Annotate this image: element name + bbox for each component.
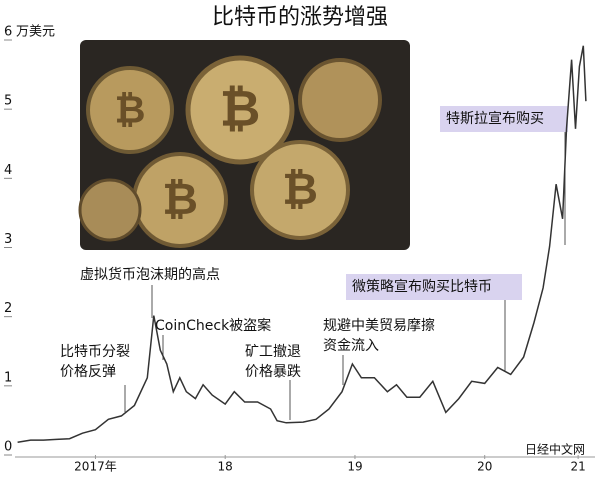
chart-title: 比特币的涨势增强 [212, 5, 388, 30]
y-tick-label: 0 [4, 440, 12, 455]
annotation: 微策略宣布购买比特币 [352, 278, 492, 295]
annotation: 价格暴跌 [245, 364, 301, 380]
annotation: 虚拟货币泡沫期的高点 [80, 266, 220, 283]
y-unit: 万美元 [16, 25, 55, 40]
x-tick-label: 19 [347, 460, 362, 474]
annotation: 资金流入 [323, 338, 379, 354]
annotation-box [346, 274, 522, 300]
annotation: 矿工撤退 [245, 344, 301, 360]
x-tick-label: 20 [477, 460, 492, 474]
y-tick-label: 5 [4, 94, 12, 109]
svg-text:₿: ₿ [220, 80, 261, 138]
y-tick-label: 4 [4, 163, 12, 178]
annotation: CoinCheck被盗案 [155, 317, 271, 334]
svg-text:₿: ₿ [282, 164, 318, 215]
annotation: 价格反弹 [60, 364, 116, 380]
annotation-box [440, 106, 568, 132]
svg-text:₿: ₿ [162, 174, 198, 225]
y-tick-label: 2 [4, 301, 12, 316]
annotation: 比特币分裂 [60, 344, 130, 360]
source: 日经中文网 [525, 442, 585, 457]
svg-text:₿: ₿ [115, 88, 146, 132]
price-line [17, 45, 587, 443]
annotation: 规避中美贸易摩擦 [323, 317, 435, 334]
annotation: 特斯拉宣布购买 [446, 111, 544, 127]
x-tick-label: 21 [570, 460, 585, 474]
y-tick-label: 1 [4, 370, 12, 385]
y-tick-label: 3 [4, 232, 12, 247]
x-tick-label: 2017年 [74, 460, 117, 474]
x-tick-label: 18 [218, 460, 233, 474]
y-tick-label: 6 [4, 25, 12, 40]
coin-photo: ₿ ₿ ₿ ₿ [78, 40, 410, 250]
